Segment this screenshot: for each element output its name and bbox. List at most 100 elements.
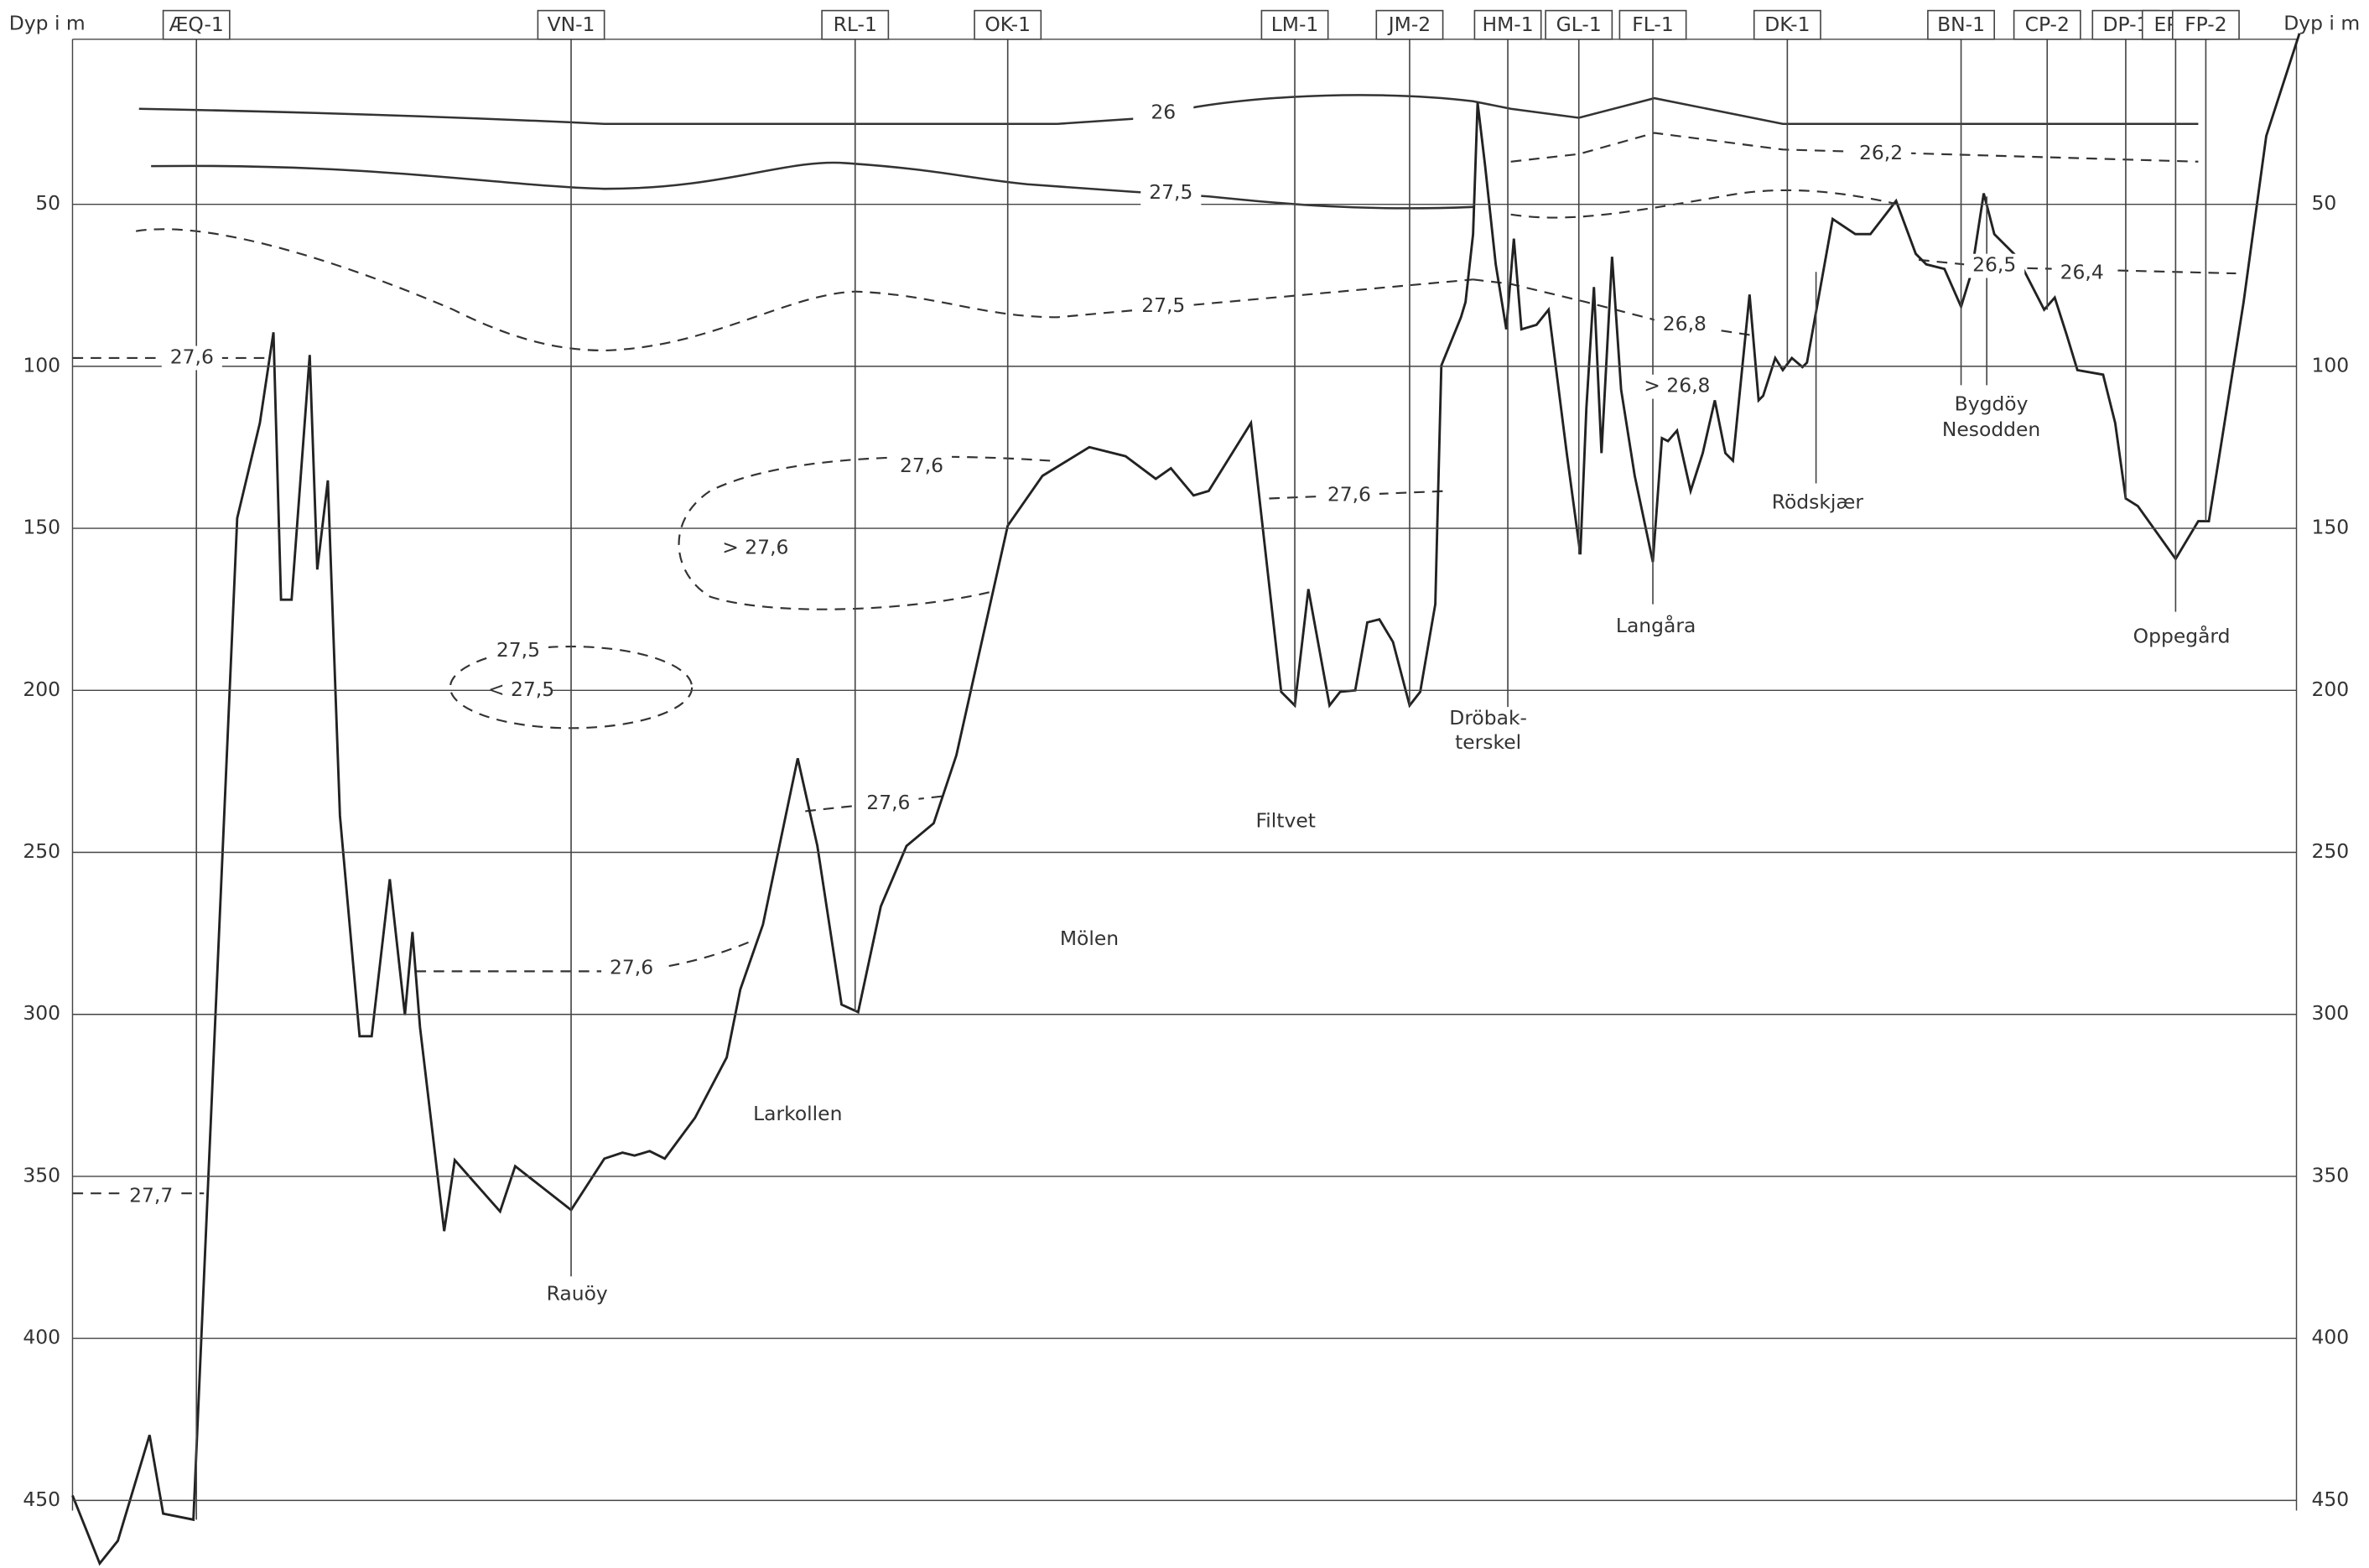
station-box — [1618, 9, 1687, 40]
place-label: Bygdöy — [1955, 392, 2029, 415]
isoline-label: 26,4 — [2060, 261, 2104, 284]
station-box — [162, 9, 231, 40]
place-label: Rödskjær — [1772, 490, 1864, 513]
tick-label-left: 300 — [23, 1001, 60, 1025]
place-label: Oppegård — [2133, 625, 2231, 648]
place-label: Langåra — [1616, 614, 1696, 637]
isoline-label: 26,8 — [1663, 312, 1707, 335]
station-box — [1375, 9, 1444, 40]
station-label: LM-1 — [1271, 13, 1319, 36]
isoline-label: 27,6 — [610, 955, 653, 979]
isoline-label: 27,5 — [1141, 293, 1185, 317]
station-label: GL-1 — [1556, 13, 1602, 36]
isoline-dashed — [805, 795, 945, 813]
place-label: terskel — [1455, 730, 1521, 754]
station-label: ÆQ-1 — [169, 13, 224, 36]
isoline-label: 26,5 — [1972, 253, 2016, 277]
station-box — [2013, 9, 2081, 40]
station-box — [537, 9, 605, 40]
isoline-dashed — [1510, 132, 2199, 163]
isoline-label: 27,6 — [170, 345, 214, 368]
isoline-label: 27,6 — [1327, 482, 1371, 506]
isoline-label: < 27,5 — [488, 678, 554, 701]
isoline-label: 26 — [1151, 101, 1176, 124]
isoline-label: 27,6 — [900, 454, 943, 477]
axis-title: Dyp i m — [2283, 11, 2360, 34]
label-mask — [1964, 253, 2025, 278]
isoline-label: > 27,6 — [722, 535, 788, 558]
isoline-label: > 26,8 — [1644, 374, 1710, 397]
station-label: VN-1 — [548, 13, 595, 36]
tick-label-left: 400 — [23, 1326, 60, 1349]
label-mask — [858, 792, 919, 816]
label-mask — [2051, 261, 2112, 286]
bottom-profile — [71, 33, 2301, 1566]
isoline-label: 27,5 — [1149, 180, 1192, 204]
tick-label-right: 450 — [2312, 1488, 2350, 1511]
station-box — [1927, 9, 1995, 40]
tick-label-right: 400 — [2312, 1326, 2350, 1349]
isoline-label: 27,6 — [866, 791, 910, 814]
label-mask — [1140, 181, 1202, 206]
tick-label-right: 300 — [2312, 1001, 2350, 1025]
tick-label-left: 450 — [23, 1488, 60, 1511]
isoline-dashed — [135, 228, 1473, 352]
station-box — [1473, 9, 1542, 40]
tick-label-right: 200 — [2312, 678, 2350, 701]
station-label: RL-1 — [834, 13, 877, 36]
station-label: JM-2 — [1387, 13, 1431, 36]
station-label: FL-1 — [1632, 13, 1673, 36]
label-mask — [487, 639, 549, 663]
station-box — [1260, 9, 1329, 40]
label-mask — [491, 678, 552, 703]
station-label: CP-2 — [2025, 13, 2070, 36]
label-mask — [121, 1184, 182, 1209]
station-box — [974, 9, 1042, 40]
isoline-label: 26,2 — [1859, 141, 1903, 164]
place-label: Filtvet — [1256, 809, 1316, 833]
station-box — [1753, 9, 1821, 40]
isoline-dashed — [1269, 490, 1448, 500]
station-box — [1545, 9, 1613, 40]
tick-label-right: 100 — [2312, 353, 2350, 376]
tick-label-right: 350 — [2312, 1163, 2350, 1186]
station-box — [821, 9, 890, 40]
isoline — [138, 94, 2199, 125]
tick-label-right: 150 — [2312, 516, 2350, 539]
isoline-dashed — [1510, 189, 1897, 219]
label-mask — [1133, 101, 1194, 126]
label-mask — [1133, 294, 1194, 319]
tick-label-right: 50 — [2312, 191, 2337, 215]
station-label: OK-1 — [984, 13, 1031, 36]
tick-label-left: 250 — [23, 839, 60, 863]
label-mask — [725, 536, 786, 561]
station-label: FP-2 — [2185, 13, 2226, 36]
isoline — [151, 161, 1473, 210]
label-mask — [601, 956, 662, 981]
tick-label-left: 200 — [23, 678, 60, 701]
tick-label-left: 100 — [23, 353, 60, 376]
label-mask — [1646, 374, 1707, 399]
place-label: Mölen — [1060, 927, 1119, 950]
place-label: Rauöy — [547, 1281, 608, 1305]
tick-label-right: 250 — [2312, 839, 2350, 863]
station-box — [2171, 9, 2240, 40]
station-label: DP-1 — [2102, 13, 2148, 36]
label-mask — [1851, 142, 1912, 167]
place-label: Dröbak- — [1449, 706, 1527, 729]
tick-label-left: 150 — [23, 516, 60, 539]
isoline-label: 27,5 — [496, 638, 540, 662]
isoline-dashed — [678, 455, 1051, 610]
tick-label-left: 350 — [23, 1163, 60, 1186]
tick-label-left: 50 — [35, 191, 60, 215]
label-mask — [161, 345, 222, 371]
station-label: HM-1 — [1482, 13, 1533, 36]
station-label: DK-1 — [1764, 13, 1810, 36]
label-mask — [1654, 312, 1715, 337]
place-label: Nesodden — [1942, 418, 2040, 441]
place-label: Larkollen — [753, 1102, 842, 1125]
isoline-label: 27,7 — [129, 1183, 173, 1207]
